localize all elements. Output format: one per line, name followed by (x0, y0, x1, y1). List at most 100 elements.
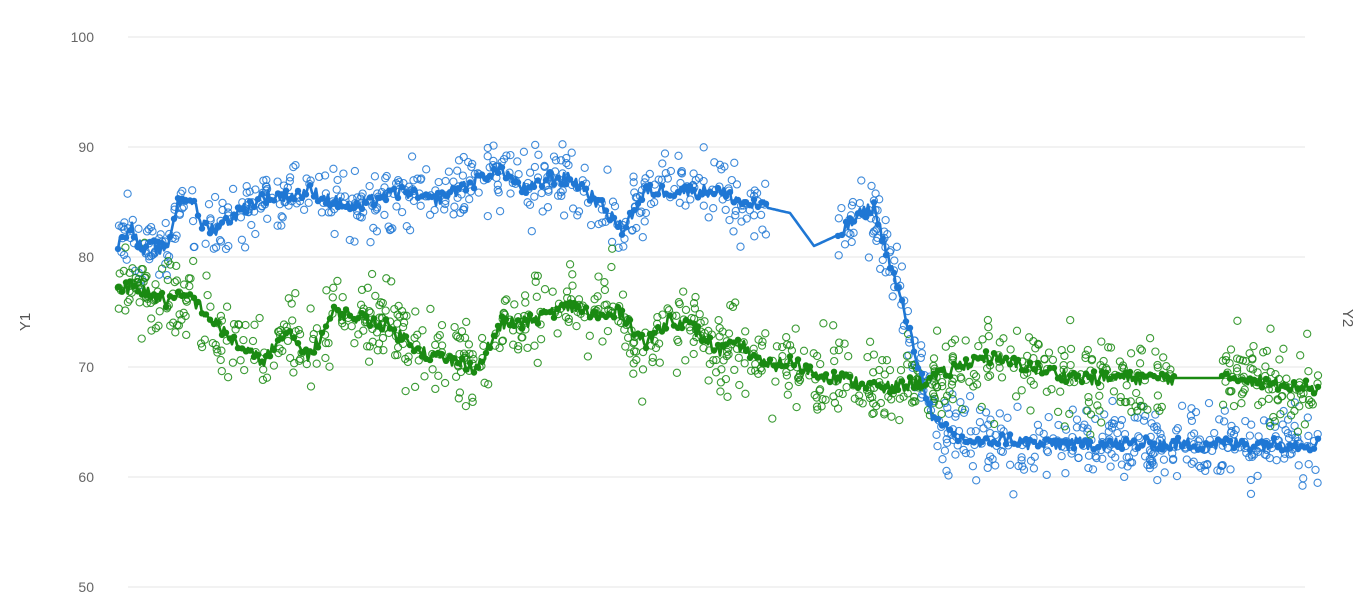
trend-point (246, 347, 254, 354)
scatter-point (564, 314, 573, 324)
scatter-point (189, 242, 198, 252)
trend-point (710, 190, 718, 198)
scatter-point (483, 143, 492, 153)
trend-point (798, 368, 806, 375)
trend-point (562, 181, 570, 188)
scatter-point (699, 343, 708, 353)
scatter-point (1285, 450, 1295, 459)
scatter-point (221, 244, 231, 254)
scatter-point (381, 306, 390, 315)
scatter-point (1088, 465, 1098, 474)
scatter-point (1097, 337, 1106, 346)
trend-point (734, 196, 742, 204)
scatter-point (468, 393, 477, 402)
scatter-point (898, 325, 907, 335)
scatter-point (938, 382, 947, 391)
scatter-point (1081, 350, 1090, 359)
trend-point (1102, 369, 1110, 376)
trend-point (478, 171, 486, 178)
trend-point (478, 358, 486, 365)
scatter-point (1116, 397, 1125, 406)
scatter-point (146, 298, 155, 308)
scatter-point (751, 359, 760, 369)
scatter-point (629, 178, 638, 187)
scatter-point (357, 192, 366, 201)
scatter-point (514, 341, 523, 351)
scatter-point (1072, 423, 1082, 432)
trend-point (1094, 443, 1102, 451)
scatter-point (945, 387, 954, 396)
y-axis-left-title: Y1 (17, 313, 34, 331)
scatter-point (1060, 422, 1069, 431)
scatter-point (1003, 413, 1012, 422)
trend-point (1298, 385, 1306, 392)
scatter-point (543, 203, 553, 212)
trend-point (166, 233, 174, 241)
scatter-point (329, 164, 338, 173)
trend-point (522, 189, 530, 196)
scatter-point (188, 216, 198, 226)
scatter-point (500, 296, 510, 305)
trend-point (786, 353, 794, 360)
scatter-point (995, 409, 1004, 418)
trend-point (310, 349, 318, 356)
scatter-point (840, 240, 850, 249)
scatter-point (1130, 448, 1139, 457)
scatter-point (794, 377, 803, 387)
scatter-point (354, 330, 363, 339)
trend-point (514, 317, 522, 324)
trend-point (922, 395, 930, 402)
scatter-point (834, 214, 843, 223)
trend-point (158, 289, 166, 297)
scatter-point (172, 261, 181, 271)
scatter-point (1095, 406, 1104, 415)
trend-point (670, 192, 678, 200)
trend-point (194, 298, 202, 306)
scatter-point (553, 191, 563, 200)
scatter-point (618, 290, 628, 299)
trend-point (794, 356, 802, 363)
scatter-point (1136, 344, 1145, 353)
scatter-point (1220, 406, 1229, 415)
scatter-point (295, 356, 304, 365)
trend-point (1170, 373, 1178, 380)
scatter-point (929, 361, 938, 371)
scatter-point (932, 430, 941, 439)
y-tick-label: 90 (78, 139, 94, 155)
scatter-point (1035, 427, 1044, 436)
scatter-point (345, 235, 354, 245)
scatter-point (262, 373, 272, 382)
scatter-point (1187, 431, 1196, 440)
trend-point (1086, 438, 1094, 445)
scatter-point (1006, 345, 1015, 354)
trend-point (1078, 378, 1086, 386)
scatter-point (215, 236, 225, 245)
scatter-point (834, 345, 844, 355)
scatter-point (386, 225, 395, 234)
scatter-point (864, 253, 874, 262)
scatter-point (778, 352, 787, 361)
scatter-point (210, 192, 220, 202)
trend-point (850, 218, 858, 225)
scatter-point (1313, 478, 1322, 487)
scatter-point (1191, 407, 1201, 417)
scatter-point (840, 339, 849, 348)
scatter-point (382, 274, 391, 283)
trend-point (1006, 361, 1014, 368)
scatter-point (607, 262, 616, 272)
scatter-point (1245, 452, 1254, 462)
scatter-point (689, 337, 698, 347)
y-tick-label: 60 (78, 469, 94, 485)
scatter-point (1229, 401, 1239, 411)
trend-point (722, 193, 730, 200)
scatter-point (732, 180, 742, 189)
scatter-point (855, 397, 864, 406)
trend-point (618, 231, 626, 238)
scatter-point (1117, 460, 1127, 469)
scatter-point (240, 243, 250, 252)
scatter-point (251, 185, 260, 194)
scatter-point (909, 397, 918, 406)
scatter-point (1026, 406, 1035, 415)
trend-point (1182, 440, 1190, 447)
scatter-point (1269, 412, 1278, 422)
